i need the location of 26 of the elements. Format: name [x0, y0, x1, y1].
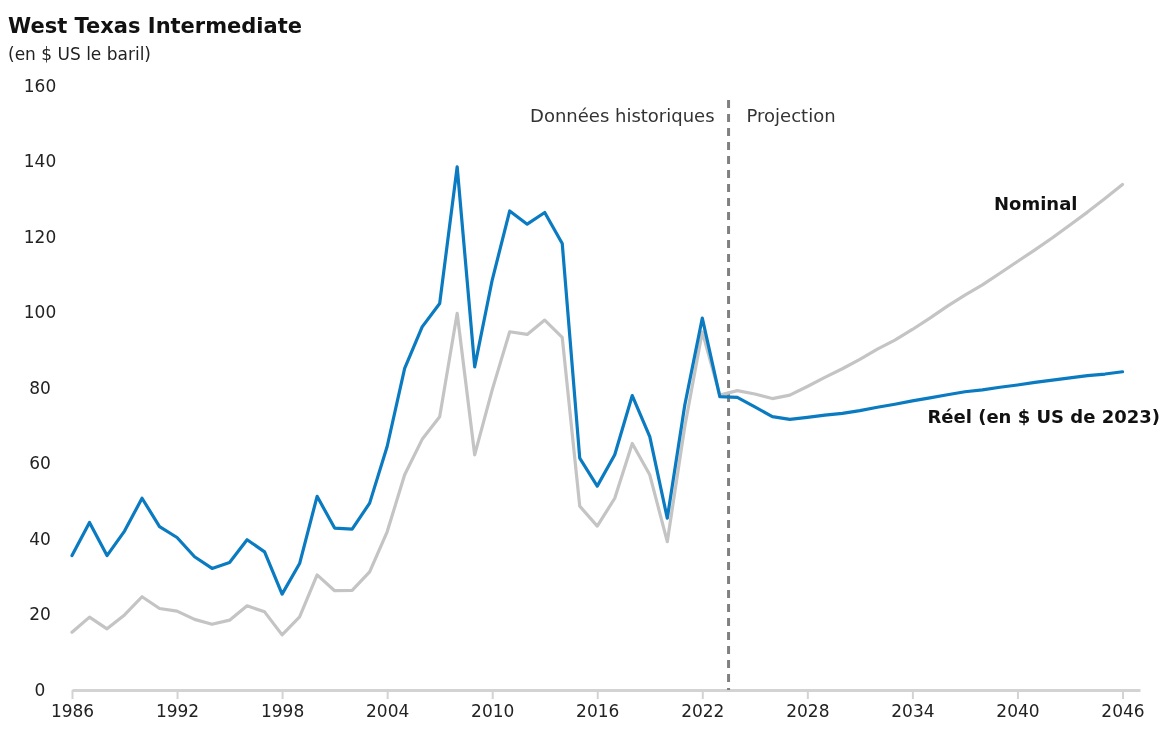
x-tick-label: 1992 — [155, 701, 200, 722]
y-tick-label: 60 — [29, 453, 51, 474]
x-tick-label: 2028 — [786, 701, 830, 722]
y-tick-label: 100 — [23, 302, 57, 323]
x-tick-label: 2034 — [891, 701, 935, 722]
annotation: Projection — [746, 105, 836, 127]
series-label: Réel (en $ US de 2023) — [927, 405, 1160, 427]
series-label: Nominal — [993, 193, 1078, 215]
x-tick-label: 2004 — [366, 701, 410, 722]
x-tick-label: 2016 — [576, 701, 620, 722]
x-tick-label: 2040 — [996, 701, 1040, 722]
y-tick-label: 80 — [29, 377, 51, 398]
x-tick-label: 2046 — [1101, 701, 1145, 722]
y-tick-label: 160 — [23, 75, 57, 96]
annotation: Données historiques — [530, 105, 715, 127]
y-tick-label: 0 — [34, 679, 46, 700]
y-tick-label: 40 — [29, 528, 51, 549]
x-tick-label: 1998 — [260, 701, 305, 722]
y-tick-label: 120 — [23, 226, 57, 247]
x-tick-label: 1986 — [50, 701, 95, 722]
chart-title: West Texas Intermediate — [8, 14, 303, 38]
x-tick-label: 2022 — [681, 701, 725, 722]
y-tick-label: 20 — [29, 604, 51, 625]
x-tick-label: 2010 — [471, 701, 515, 722]
chart-subtitle: (en $ US le baril) — [8, 44, 151, 64]
y-tick-label: 140 — [23, 151, 57, 172]
